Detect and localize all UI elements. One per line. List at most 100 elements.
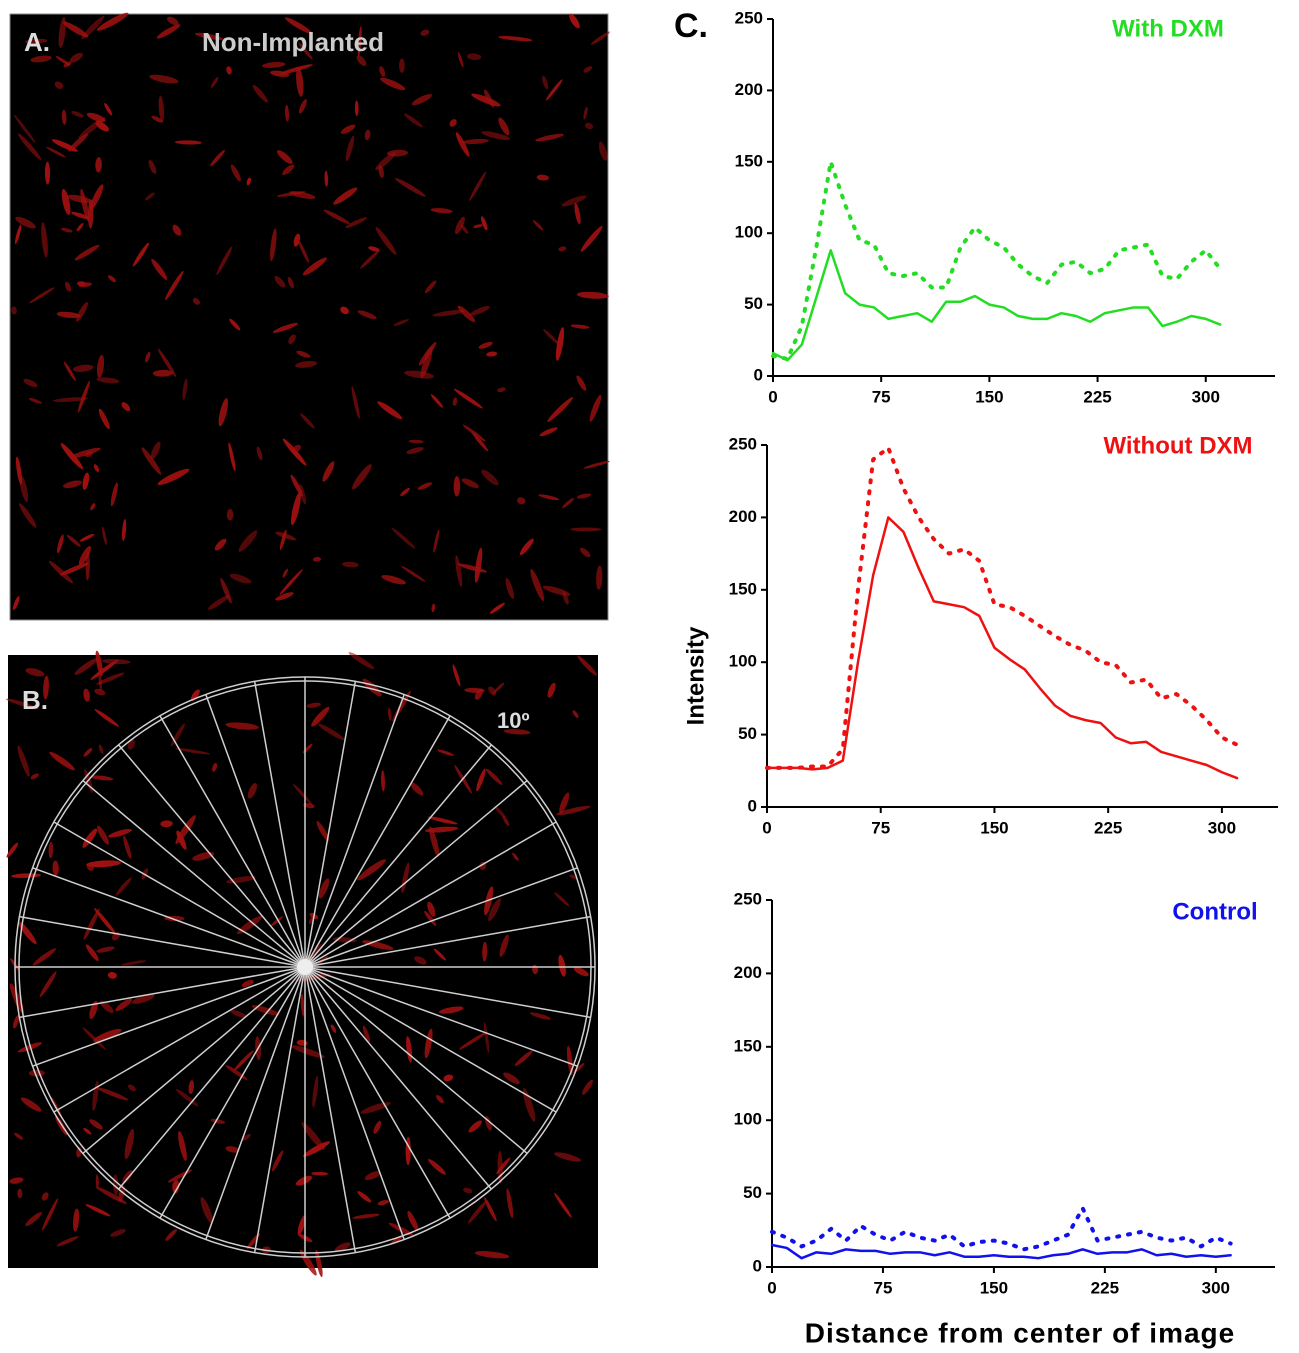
cell [512, 852, 519, 861]
cell [96, 1087, 129, 1101]
cell [375, 226, 397, 255]
cell [67, 194, 92, 203]
y-tick-label: 150 [729, 579, 757, 598]
cell [61, 188, 71, 216]
cell [381, 575, 406, 585]
cell [81, 15, 105, 40]
cell [322, 461, 335, 482]
spoke [205, 966, 306, 1240]
cell [288, 334, 296, 345]
spoke [53, 821, 306, 968]
panel-a-image [9, 13, 609, 621]
spoke [304, 780, 528, 968]
cell [340, 306, 350, 315]
cell [364, 129, 371, 141]
cell [417, 482, 433, 490]
cell [212, 762, 218, 772]
cell [424, 280, 437, 294]
cell [583, 106, 588, 120]
cell [28, 397, 42, 404]
cell [380, 77, 406, 91]
cell [74, 658, 98, 675]
cell [44, 161, 51, 185]
cell [48, 560, 74, 584]
cell [270, 916, 283, 927]
cell [18, 921, 37, 945]
cell [271, 1150, 284, 1172]
cell [175, 815, 196, 845]
cell [145, 351, 151, 363]
cell [95, 120, 109, 132]
cell [596, 565, 603, 590]
cell [287, 277, 294, 289]
cell [532, 219, 544, 231]
cell [49, 751, 75, 771]
cell [97, 354, 105, 379]
cell [230, 164, 241, 182]
cell [357, 1191, 372, 1203]
cell [238, 530, 258, 552]
cell [194, 32, 224, 41]
spoke [304, 966, 557, 1113]
cell [539, 427, 558, 437]
cell [74, 244, 100, 261]
cell [474, 1251, 510, 1259]
spoke [304, 966, 357, 1253]
cell [165, 270, 184, 301]
cell [554, 1192, 572, 1218]
cell [150, 441, 161, 460]
cell [108, 275, 117, 283]
cell [121, 518, 127, 542]
cell [295, 1175, 313, 1186]
cell [429, 826, 440, 857]
cell [463, 1187, 473, 1194]
cell [83, 908, 100, 940]
cell [121, 402, 131, 412]
cell [438, 1006, 464, 1014]
cell [200, 1197, 213, 1224]
spoke [304, 966, 591, 1019]
cell [411, 94, 432, 106]
cell [430, 394, 444, 408]
cell [576, 291, 609, 299]
cell [312, 556, 322, 562]
cell [14, 224, 22, 245]
cell [357, 26, 362, 57]
series-line [771, 159, 1223, 361]
cell [566, 1045, 573, 1076]
cell [83, 748, 93, 757]
cell [535, 133, 564, 142]
cell [282, 438, 307, 466]
cell [178, 1130, 187, 1162]
spoke [159, 966, 306, 1219]
cell [115, 998, 133, 1012]
angle-annotation: 10º [497, 708, 530, 733]
cell [104, 103, 113, 116]
cell [455, 132, 470, 157]
cell [6, 842, 19, 858]
cell [296, 67, 304, 97]
cell [85, 1204, 111, 1217]
cell [316, 821, 330, 842]
cell [60, 562, 89, 576]
cell [246, 177, 252, 186]
cell [279, 64, 313, 75]
cell [282, 164, 295, 176]
cell [175, 748, 211, 755]
cell [160, 820, 173, 828]
cell [579, 547, 591, 558]
spoke [304, 966, 451, 1219]
cell [290, 474, 303, 497]
cell [357, 310, 377, 320]
cell [463, 138, 489, 144]
cell [236, 915, 263, 935]
cell [132, 994, 155, 1004]
cell [377, 401, 403, 420]
cell [536, 174, 549, 181]
spoke [82, 780, 306, 968]
cell [279, 569, 303, 595]
y-tick-label: 50 [743, 1183, 762, 1202]
cell [149, 74, 179, 84]
cell [410, 782, 424, 796]
spoke [82, 966, 306, 1154]
